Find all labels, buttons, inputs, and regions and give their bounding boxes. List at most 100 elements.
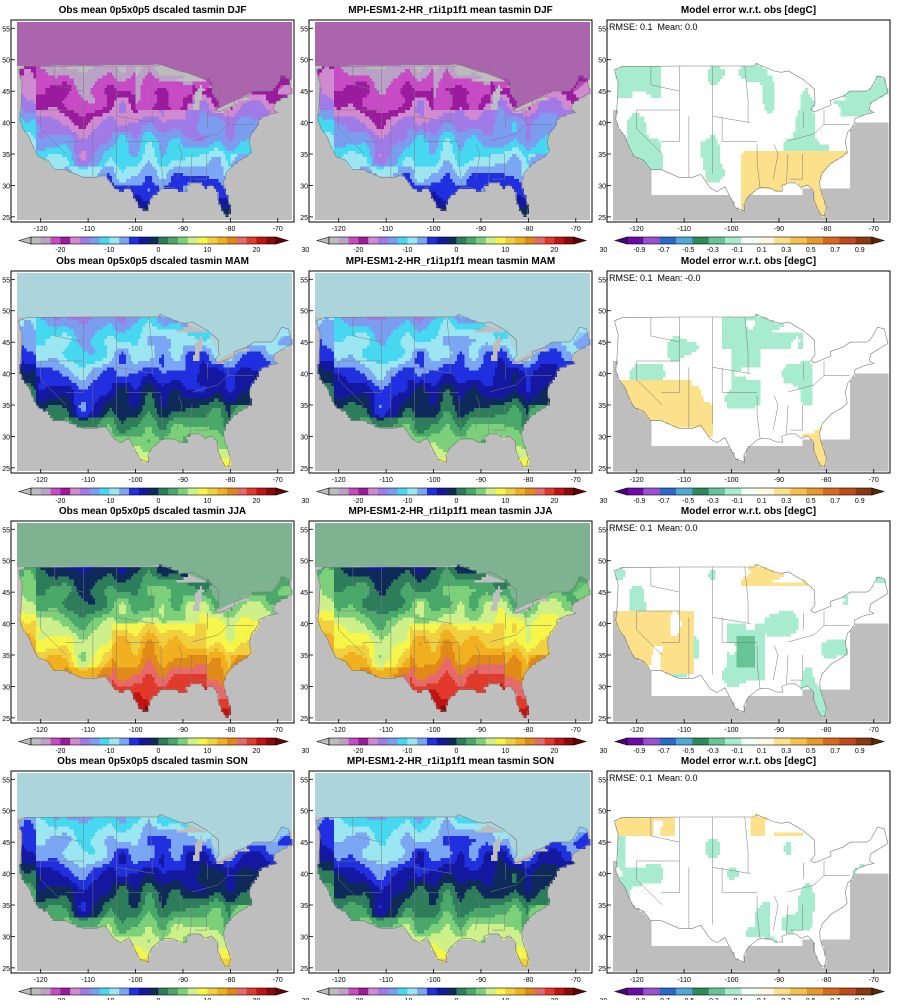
map-cell	[98, 104, 101, 108]
map-cell	[124, 141, 127, 145]
map-cell	[41, 91, 44, 95]
map-cell	[178, 110, 181, 114]
map-cell	[209, 110, 212, 114]
map-cell	[121, 179, 124, 183]
map-cell	[443, 66, 446, 70]
map-cell	[332, 72, 335, 76]
map-cell	[138, 82, 141, 86]
map-cell	[112, 79, 115, 83]
map-cell	[362, 94, 365, 98]
map-cell	[460, 82, 463, 86]
map-cell	[462, 88, 465, 92]
map-cell	[219, 116, 222, 120]
map-cell	[91, 79, 94, 83]
map-cell	[355, 94, 358, 98]
map-cell	[164, 176, 167, 180]
map-cell	[38, 94, 41, 98]
map-cell	[204, 91, 207, 95]
map-cell	[107, 167, 110, 171]
map-cell	[147, 167, 150, 171]
map-cell	[176, 163, 179, 167]
colorbar-tick-label: 30	[302, 247, 310, 254]
map-cell	[171, 85, 174, 89]
map-cell	[346, 110, 349, 114]
map-cell	[320, 116, 323, 120]
map-cell	[204, 141, 207, 145]
map-cell	[143, 66, 146, 70]
map-cell	[34, 94, 37, 98]
map-cell	[50, 82, 53, 86]
map-cell	[211, 141, 214, 145]
map-cell	[131, 82, 134, 86]
map-cell	[145, 82, 148, 86]
map-cell	[200, 132, 203, 136]
map-cell	[176, 157, 179, 161]
map-cell	[256, 110, 259, 114]
map-cell	[31, 116, 34, 120]
map-cell	[178, 82, 181, 86]
map-cell	[517, 113, 520, 117]
map-cell	[188, 97, 191, 101]
map-cell	[164, 179, 167, 183]
map-cell	[547, 116, 550, 120]
map-cell	[467, 104, 470, 108]
colorbar: -20-100102030	[19, 237, 309, 254]
map-cell	[339, 94, 342, 98]
map-cell	[426, 75, 429, 79]
map-cell	[169, 110, 172, 114]
map-cell	[98, 107, 101, 111]
map-cell	[176, 94, 179, 98]
map-cell	[55, 101, 58, 105]
map-cell	[124, 113, 127, 117]
map-cell	[332, 75, 335, 79]
map-cell	[124, 101, 127, 105]
map-cell	[128, 116, 131, 120]
map-cell	[426, 69, 429, 73]
map-cell	[159, 154, 162, 158]
map-cell	[188, 116, 191, 120]
map-cell	[200, 148, 203, 152]
map-cell	[155, 135, 158, 139]
map-cell	[460, 66, 463, 70]
map-cell	[507, 97, 510, 101]
map-cell	[79, 167, 82, 171]
map-cell	[519, 119, 522, 123]
map-cell	[145, 192, 148, 196]
map-cell	[27, 94, 30, 98]
map-cell	[389, 113, 392, 117]
map-cell	[152, 173, 155, 177]
map-cell	[98, 66, 101, 70]
map-cell	[346, 116, 349, 120]
map-cell	[400, 66, 403, 70]
map-cell	[192, 132, 195, 136]
map-cell	[219, 189, 222, 193]
map-cell	[48, 101, 51, 105]
map-cell	[34, 69, 37, 73]
map-cell	[221, 189, 224, 193]
x-tick-label: -120	[34, 226, 48, 233]
map-cell	[121, 119, 124, 123]
map-cell	[95, 85, 98, 89]
map-cell	[219, 126, 222, 130]
map-cell	[325, 104, 328, 108]
map-cell	[422, 79, 425, 83]
map-cell	[83, 119, 86, 123]
map-cell	[235, 129, 238, 133]
map-cell	[183, 176, 186, 180]
map-cell	[362, 72, 365, 76]
map-cell	[31, 97, 34, 101]
map-cell	[145, 201, 148, 205]
map-cell	[72, 75, 75, 79]
map-cell	[219, 154, 222, 158]
map-cell	[389, 110, 392, 114]
map-cell	[336, 88, 339, 92]
map-cell	[57, 91, 60, 95]
map-cell	[45, 151, 48, 155]
map-cell	[24, 110, 27, 114]
map-cell	[247, 135, 250, 139]
map-cell	[152, 182, 155, 186]
map-cell	[45, 88, 48, 92]
map-cell	[107, 91, 110, 95]
map-cell	[467, 79, 470, 83]
map-cell	[410, 104, 413, 108]
